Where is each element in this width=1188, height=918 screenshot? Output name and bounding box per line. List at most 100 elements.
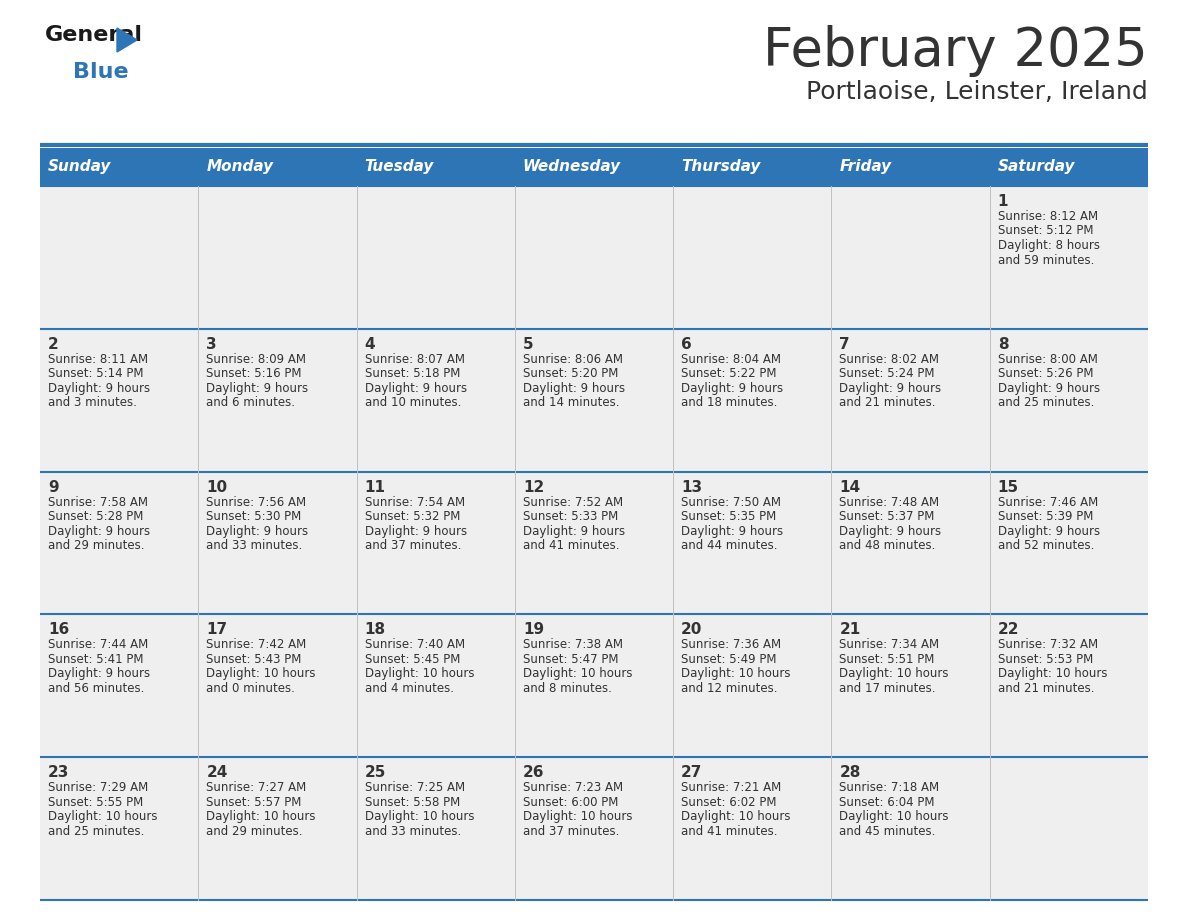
Text: February 2025: February 2025 xyxy=(763,25,1148,77)
Text: 5: 5 xyxy=(523,337,533,352)
Text: Daylight: 10 hours: Daylight: 10 hours xyxy=(207,811,316,823)
Text: Daylight: 9 hours: Daylight: 9 hours xyxy=(523,524,625,538)
Text: and 3 minutes.: and 3 minutes. xyxy=(48,397,137,409)
Text: Sunday: Sunday xyxy=(48,160,112,174)
Text: Daylight: 10 hours: Daylight: 10 hours xyxy=(998,667,1107,680)
Text: Daylight: 8 hours: Daylight: 8 hours xyxy=(998,239,1100,252)
Text: Sunset: 5:18 PM: Sunset: 5:18 PM xyxy=(365,367,460,380)
Text: Sunrise: 8:09 AM: Sunrise: 8:09 AM xyxy=(207,353,307,365)
Text: and 29 minutes.: and 29 minutes. xyxy=(207,824,303,838)
Text: Sunrise: 7:38 AM: Sunrise: 7:38 AM xyxy=(523,638,623,652)
Text: and 56 minutes.: and 56 minutes. xyxy=(48,682,145,695)
Text: Sunrise: 8:06 AM: Sunrise: 8:06 AM xyxy=(523,353,623,365)
Text: and 8 minutes.: and 8 minutes. xyxy=(523,682,612,695)
Text: Daylight: 9 hours: Daylight: 9 hours xyxy=(840,524,942,538)
Text: General: General xyxy=(45,25,143,45)
Text: Sunrise: 7:27 AM: Sunrise: 7:27 AM xyxy=(207,781,307,794)
Text: Sunrise: 7:34 AM: Sunrise: 7:34 AM xyxy=(840,638,940,652)
Text: Daylight: 10 hours: Daylight: 10 hours xyxy=(840,811,949,823)
Text: Saturday: Saturday xyxy=(998,160,1075,174)
Text: Daylight: 9 hours: Daylight: 9 hours xyxy=(840,382,942,395)
Text: and 14 minutes.: and 14 minutes. xyxy=(523,397,619,409)
Text: Sunrise: 7:32 AM: Sunrise: 7:32 AM xyxy=(998,638,1098,652)
Text: 28: 28 xyxy=(840,766,861,780)
Text: 22: 22 xyxy=(998,622,1019,637)
Text: Sunrise: 7:21 AM: Sunrise: 7:21 AM xyxy=(681,781,782,794)
Text: Daylight: 10 hours: Daylight: 10 hours xyxy=(681,811,791,823)
Text: Sunset: 5:24 PM: Sunset: 5:24 PM xyxy=(840,367,935,380)
Text: Sunset: 6:02 PM: Sunset: 6:02 PM xyxy=(681,796,777,809)
Bar xyxy=(40,614,1148,757)
Text: 1: 1 xyxy=(998,194,1009,209)
Text: 21: 21 xyxy=(840,622,860,637)
Text: Daylight: 10 hours: Daylight: 10 hours xyxy=(365,811,474,823)
Text: Sunrise: 7:54 AM: Sunrise: 7:54 AM xyxy=(365,496,465,509)
Text: Sunrise: 7:44 AM: Sunrise: 7:44 AM xyxy=(48,638,148,652)
Text: and 33 minutes.: and 33 minutes. xyxy=(207,539,303,552)
Text: Sunrise: 8:07 AM: Sunrise: 8:07 AM xyxy=(365,353,465,365)
Text: Sunrise: 7:18 AM: Sunrise: 7:18 AM xyxy=(840,781,940,794)
Bar xyxy=(40,472,1148,614)
Text: 12: 12 xyxy=(523,479,544,495)
Text: Daylight: 10 hours: Daylight: 10 hours xyxy=(840,667,949,680)
Text: Sunset: 5:28 PM: Sunset: 5:28 PM xyxy=(48,510,144,523)
Bar xyxy=(40,148,1148,186)
Text: 10: 10 xyxy=(207,479,227,495)
Text: Sunrise: 8:11 AM: Sunrise: 8:11 AM xyxy=(48,353,148,365)
Text: Sunrise: 8:12 AM: Sunrise: 8:12 AM xyxy=(998,210,1098,223)
Text: Blue: Blue xyxy=(72,62,128,82)
Text: and 4 minutes.: and 4 minutes. xyxy=(365,682,454,695)
Text: 18: 18 xyxy=(365,622,386,637)
Text: 3: 3 xyxy=(207,337,217,352)
Text: Daylight: 9 hours: Daylight: 9 hours xyxy=(207,524,309,538)
Text: Sunset: 6:00 PM: Sunset: 6:00 PM xyxy=(523,796,618,809)
Text: Sunrise: 7:50 AM: Sunrise: 7:50 AM xyxy=(681,496,782,509)
Text: and 29 minutes.: and 29 minutes. xyxy=(48,539,145,552)
Text: 17: 17 xyxy=(207,622,227,637)
Text: 16: 16 xyxy=(48,622,69,637)
Text: Sunset: 5:35 PM: Sunset: 5:35 PM xyxy=(681,510,777,523)
Text: 25: 25 xyxy=(365,766,386,780)
Text: 15: 15 xyxy=(998,479,1019,495)
Text: 20: 20 xyxy=(681,622,702,637)
Text: and 59 minutes.: and 59 minutes. xyxy=(998,253,1094,266)
Text: and 25 minutes.: and 25 minutes. xyxy=(998,397,1094,409)
Text: Sunrise: 7:23 AM: Sunrise: 7:23 AM xyxy=(523,781,623,794)
Text: 19: 19 xyxy=(523,622,544,637)
Text: 14: 14 xyxy=(840,479,860,495)
Text: and 45 minutes.: and 45 minutes. xyxy=(840,824,936,838)
Text: 7: 7 xyxy=(840,337,851,352)
Text: Daylight: 10 hours: Daylight: 10 hours xyxy=(365,667,474,680)
Text: Sunrise: 7:58 AM: Sunrise: 7:58 AM xyxy=(48,496,148,509)
Text: 9: 9 xyxy=(48,479,58,495)
Text: Daylight: 9 hours: Daylight: 9 hours xyxy=(365,382,467,395)
Text: Sunset: 5:16 PM: Sunset: 5:16 PM xyxy=(207,367,302,380)
Text: Daylight: 10 hours: Daylight: 10 hours xyxy=(48,811,158,823)
Text: Sunset: 5:49 PM: Sunset: 5:49 PM xyxy=(681,653,777,666)
Bar xyxy=(40,757,1148,900)
Text: Daylight: 10 hours: Daylight: 10 hours xyxy=(523,667,632,680)
Text: Daylight: 9 hours: Daylight: 9 hours xyxy=(681,382,783,395)
Bar xyxy=(40,186,1148,329)
Text: Sunrise: 7:52 AM: Sunrise: 7:52 AM xyxy=(523,496,623,509)
Text: Sunset: 5:22 PM: Sunset: 5:22 PM xyxy=(681,367,777,380)
Text: Daylight: 10 hours: Daylight: 10 hours xyxy=(207,667,316,680)
Text: and 48 minutes.: and 48 minutes. xyxy=(840,539,936,552)
Text: and 33 minutes.: and 33 minutes. xyxy=(365,824,461,838)
Text: and 41 minutes.: and 41 minutes. xyxy=(681,824,778,838)
Text: and 25 minutes.: and 25 minutes. xyxy=(48,824,145,838)
Text: and 12 minutes.: and 12 minutes. xyxy=(681,682,778,695)
Text: Sunrise: 8:00 AM: Sunrise: 8:00 AM xyxy=(998,353,1098,365)
Text: Sunset: 5:57 PM: Sunset: 5:57 PM xyxy=(207,796,302,809)
Text: Sunset: 5:30 PM: Sunset: 5:30 PM xyxy=(207,510,302,523)
Text: Daylight: 9 hours: Daylight: 9 hours xyxy=(365,524,467,538)
Text: and 0 minutes.: and 0 minutes. xyxy=(207,682,295,695)
Text: Sunset: 5:53 PM: Sunset: 5:53 PM xyxy=(998,653,1093,666)
Text: Sunset: 5:37 PM: Sunset: 5:37 PM xyxy=(840,510,935,523)
Text: Daylight: 9 hours: Daylight: 9 hours xyxy=(681,524,783,538)
Bar xyxy=(40,329,1148,472)
Text: 23: 23 xyxy=(48,766,69,780)
Text: Daylight: 10 hours: Daylight: 10 hours xyxy=(523,811,632,823)
Text: Sunset: 5:47 PM: Sunset: 5:47 PM xyxy=(523,653,619,666)
Text: Sunrise: 7:46 AM: Sunrise: 7:46 AM xyxy=(998,496,1098,509)
